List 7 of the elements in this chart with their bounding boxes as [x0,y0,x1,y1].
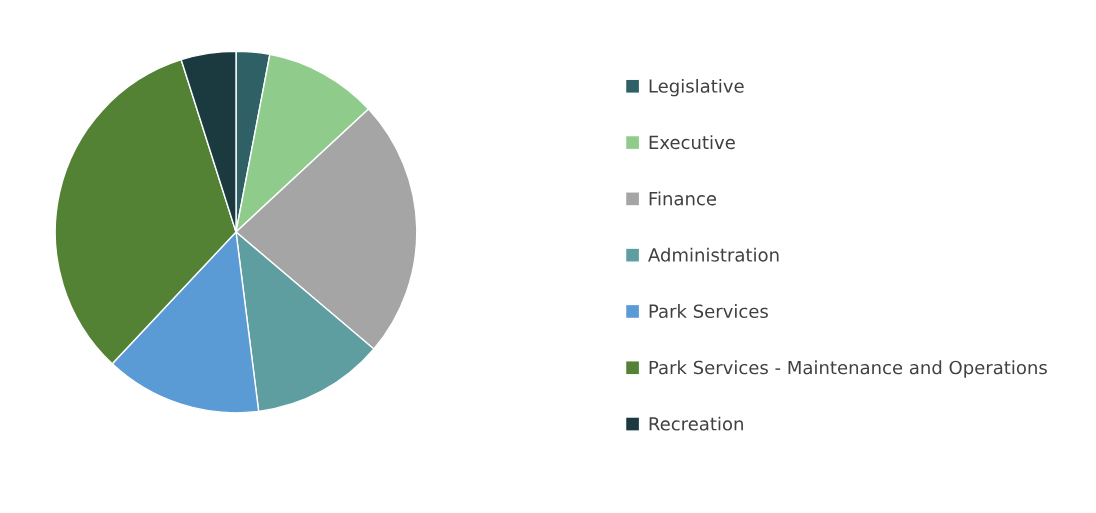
legend-label: Park Services [649,304,768,319]
legend-label: Park Services - Maintenance and Operations [649,360,1047,378]
legend-label: Finance [649,191,717,206]
legend-label: Administration [648,247,779,262]
legend-label: Executive [649,135,735,150]
legend-label: Legislative [649,78,744,97]
legend-label: Recreation [649,416,743,431]
